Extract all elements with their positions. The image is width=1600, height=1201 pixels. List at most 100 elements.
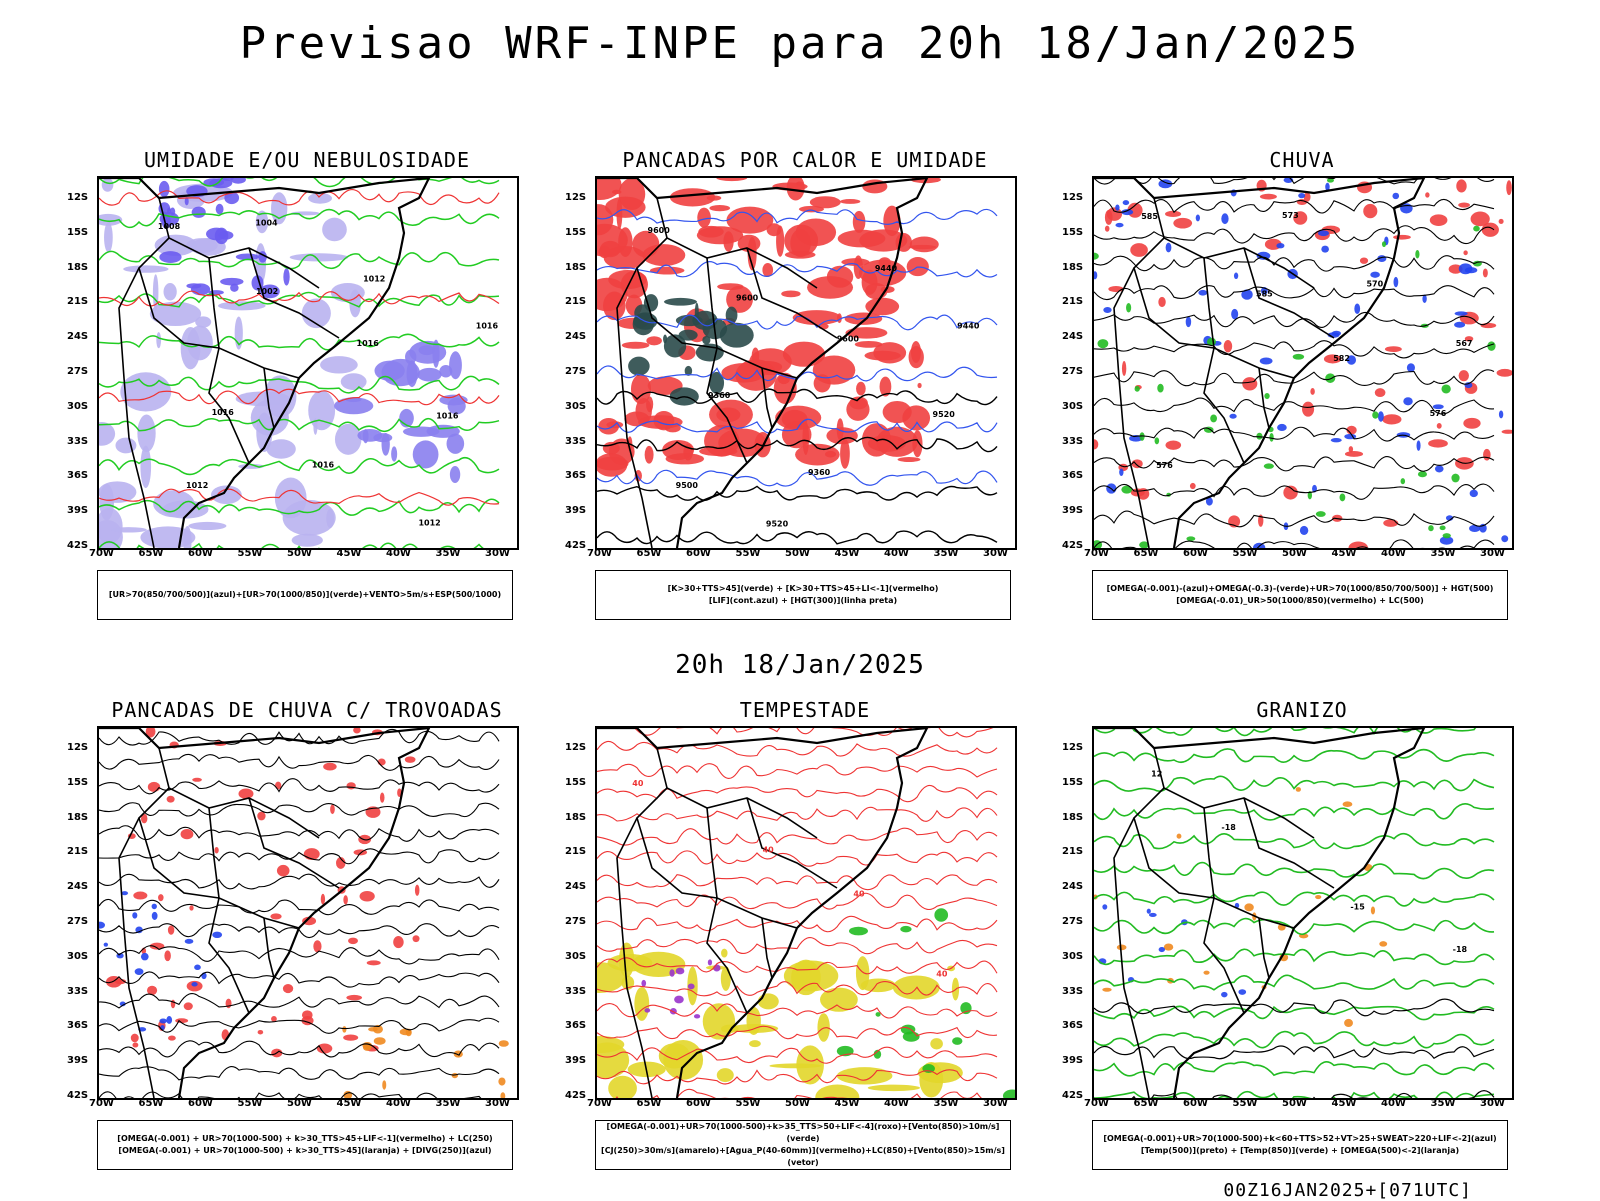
field-area: [1442, 533, 1451, 539]
lat-label: 18S: [67, 811, 89, 823]
field-area: [1258, 514, 1264, 527]
coastline: [597, 728, 929, 1098]
lat-label: 33S: [67, 985, 89, 997]
contour-line: [1094, 1060, 1495, 1077]
field-area: [1303, 192, 1311, 202]
contour-label: 9500: [676, 481, 699, 490]
field-area: [1221, 213, 1229, 225]
contour-label: 9360: [808, 468, 831, 477]
field-area: [1354, 303, 1361, 315]
field-area: [1339, 493, 1346, 502]
map-frame: 1008 1002 1016 1016 1012 1004 1012 1016 1016 1016…: [97, 176, 519, 550]
field-area: [1359, 257, 1369, 264]
contour-line: [1094, 255, 1495, 272]
field-area: [638, 415, 683, 429]
field-area: [1473, 225, 1480, 232]
field-area: [1119, 468, 1124, 477]
field-area: [1463, 417, 1481, 429]
field-area: [381, 432, 390, 456]
field-area: [393, 936, 404, 949]
country-border: [706, 347, 748, 464]
field-area: [1165, 210, 1182, 218]
field-area: [1292, 353, 1305, 360]
field-area: [119, 1001, 126, 1007]
contour-line: [1094, 456, 1495, 472]
field-area: [1464, 382, 1473, 389]
map-svg: 12 -18 -15 -18: [1094, 728, 1495, 1098]
field-area: [1244, 903, 1254, 912]
contour-line: [99, 873, 500, 890]
field-area: [255, 210, 269, 234]
lon-label: 45W: [336, 1098, 362, 1109]
lat-label: 30S: [565, 400, 587, 412]
field-area: [1121, 485, 1133, 494]
contour-line: [99, 417, 500, 433]
contour-label: 1016: [312, 461, 335, 470]
contour-line: [1094, 728, 1477, 737]
lat-label: 21S: [1062, 846, 1084, 858]
contour-line: [597, 530, 998, 545]
field-area: [166, 1016, 173, 1024]
contour-line: [1094, 775, 1495, 792]
field-area: [643, 294, 659, 312]
field-area: [1263, 463, 1274, 469]
contour-label: 573: [1282, 211, 1299, 220]
country-border: [746, 247, 838, 339]
country-border: [1258, 917, 1270, 979]
legend-line: [OMEGA(-0.001)+UR>70(1000-500)+k<60+TTS>…: [1103, 1134, 1497, 1143]
field-area: [597, 1036, 625, 1054]
contour-label: 9440: [957, 322, 980, 331]
contour-line: [1094, 974, 1495, 991]
legend-line: [OMEGA(-0.001)+UR>70(1000-500)+k>35_TTS>…: [606, 1122, 1000, 1143]
field-area: [717, 283, 744, 291]
lon-label: 65W: [636, 548, 662, 559]
contour-line: [597, 957, 998, 975]
lon-label: 60W: [686, 1098, 711, 1109]
contour-line: [99, 541, 484, 548]
lon-label: 70W: [89, 1098, 114, 1109]
coastline: [1094, 178, 1426, 548]
field-area: [820, 987, 858, 1012]
field-area: [190, 237, 226, 256]
field-area: [687, 983, 695, 990]
field-area: [1158, 947, 1166, 953]
field-area: [449, 466, 461, 484]
lat-label: 24S: [67, 331, 89, 343]
lat-label: 12S: [67, 192, 89, 203]
field-area: [1498, 410, 1504, 419]
contour-label: 40: [632, 779, 644, 788]
lat-label: 27S: [565, 916, 587, 927]
field-area: [274, 477, 307, 519]
field-area: [183, 526, 192, 548]
contour-line: [597, 485, 998, 501]
lon-label: 60W: [188, 548, 213, 559]
lon-label: 70W: [1084, 548, 1109, 559]
field-area: [1441, 384, 1451, 394]
contour-line: [99, 971, 500, 988]
lon-label: 40W: [386, 1098, 411, 1109]
field-area: [709, 205, 731, 212]
field-area: [362, 1044, 372, 1051]
field-area: [902, 1031, 920, 1042]
map-svg: [99, 728, 509, 1098]
field-area: [1176, 833, 1182, 839]
contour-label: 1016: [357, 339, 380, 348]
coastline: [99, 728, 431, 1098]
contour-label: 582: [1333, 354, 1350, 363]
contour-label: 1016: [436, 412, 459, 421]
field-area: [166, 795, 175, 803]
lat-label: 27S: [1062, 366, 1084, 377]
field-area: [1483, 448, 1491, 461]
lon-label: 50W: [785, 548, 810, 559]
field-area: [330, 804, 335, 815]
contour-line: [1094, 891, 1495, 907]
contour-label: 1012: [418, 519, 440, 528]
field-area: [323, 762, 337, 771]
lon-label: 60W: [188, 1098, 213, 1109]
field-area: [707, 959, 713, 966]
contour-label: 1016: [212, 408, 235, 417]
field-area: [449, 351, 462, 380]
field-area: [1094, 439, 1099, 450]
country-border: [1203, 347, 1245, 464]
field-area: [402, 426, 440, 437]
